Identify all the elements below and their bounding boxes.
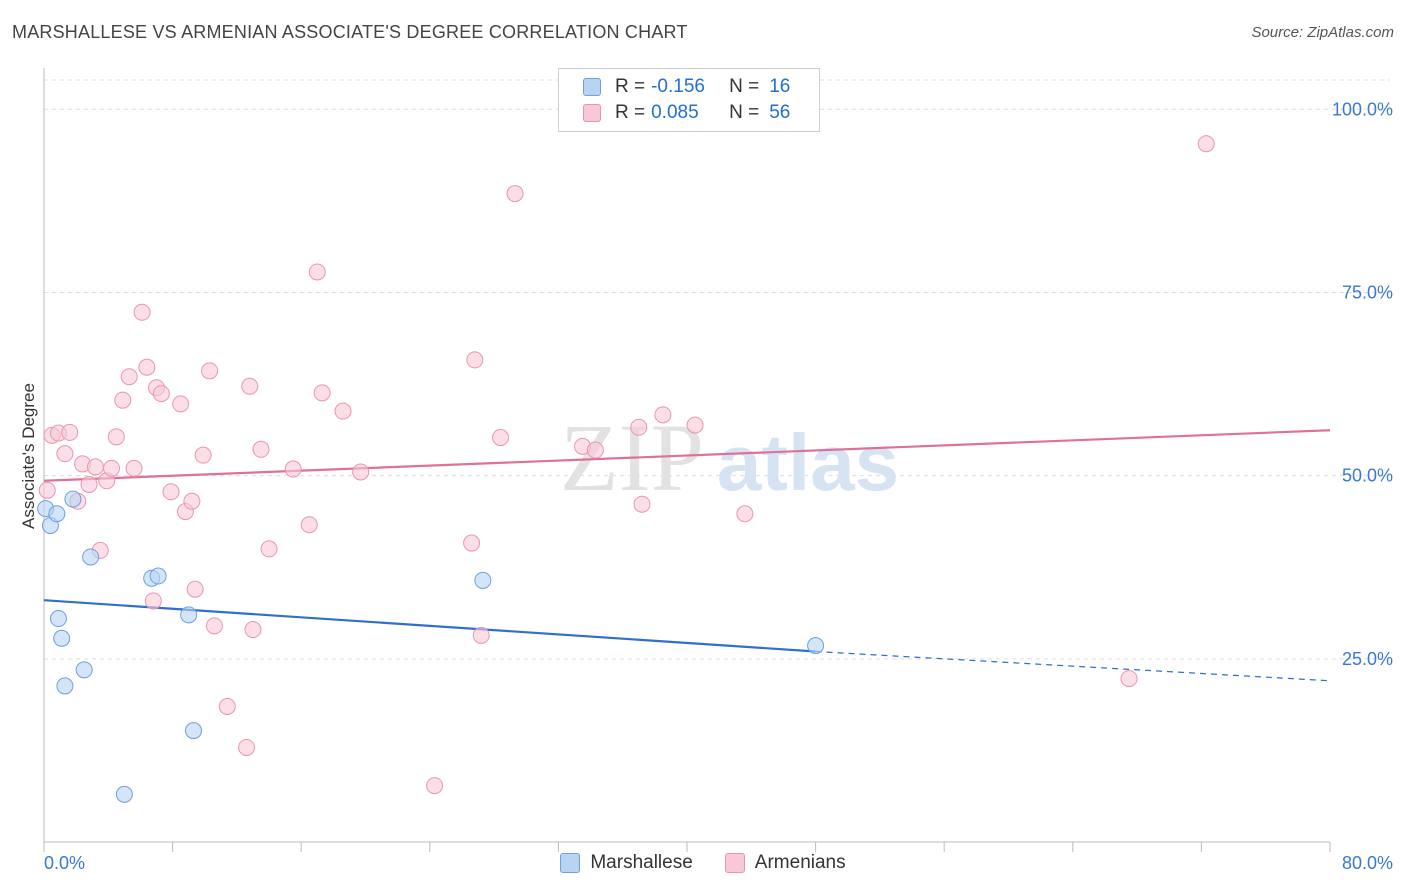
r-label: R =	[615, 76, 646, 97]
x-tick-label: 0.0%	[44, 853, 85, 873]
n-value: 56	[769, 102, 791, 123]
armenian-point	[284, 460, 302, 478]
marshallese-point	[115, 785, 133, 803]
armenian-point	[472, 626, 490, 644]
armenian-point	[186, 580, 204, 598]
armenian-point	[56, 445, 74, 463]
armenian-point	[654, 406, 672, 424]
y-tick-label: 75.0%	[1342, 282, 1393, 302]
armenian-point	[172, 395, 190, 413]
armenian-point	[630, 418, 648, 436]
y-axis-title: Associate's Degree	[19, 383, 38, 529]
armenian-point	[308, 263, 326, 281]
marshallese-point	[807, 637, 825, 655]
armenian-point	[1197, 135, 1215, 153]
armenian-swatch	[724, 853, 745, 873]
y-tick-label: 100.0%	[1332, 99, 1393, 119]
watermark-atlas: atlas	[717, 418, 899, 507]
armenian-trend-line	[43, 429, 1331, 482]
armenian-point	[133, 303, 151, 321]
marshallese-swatch	[583, 78, 601, 96]
armenian-point	[144, 592, 162, 610]
marshallese-swatch	[560, 853, 581, 873]
armenian-point	[238, 738, 256, 756]
legend-item-armenians[interactable]: Armenians	[724, 852, 846, 874]
armenian-point	[162, 483, 180, 501]
axes	[43, 68, 1331, 852]
grid-lines	[44, 79, 1390, 660]
armenian-point	[686, 416, 704, 434]
marshallese-point	[82, 548, 100, 566]
armenian-point	[260, 540, 278, 558]
armenian-point	[313, 384, 331, 402]
armenian-point	[61, 423, 79, 441]
trend-lines	[43, 429, 1331, 682]
legend-label: Armenians	[754, 852, 846, 873]
armenian-point	[120, 368, 138, 386]
armenian-point	[633, 495, 651, 513]
armenian-point	[218, 697, 236, 715]
n-label: N =	[729, 102, 760, 123]
n-value: 16	[769, 76, 791, 97]
armenian-point	[138, 358, 156, 376]
source-label: Source: ZipAtlas.com	[1251, 24, 1394, 41]
armenian-point	[183, 492, 201, 510]
axis-labels: 25.0% 50.0% 75.0% 100.0% 0.0% 80.0% Associate'…	[19, 99, 1393, 873]
legend-row-armenians: R = 0.085 N = 56	[583, 101, 790, 125]
armenian-point	[103, 459, 121, 477]
marshallese-point	[184, 722, 202, 740]
marshallese-point	[180, 606, 198, 624]
armenian-point	[736, 505, 754, 523]
r-label: R =	[615, 102, 646, 123]
series-legend: Marshallese Armenians	[0, 852, 1406, 874]
marshallese-point	[149, 567, 167, 585]
armenian-point	[241, 377, 259, 395]
armenian-point	[466, 351, 484, 369]
marshallese-trend-line	[43, 599, 816, 653]
chart-title: MARSHALLESE VS ARMENIAN ASSOCIATE'S DEGR…	[12, 22, 688, 42]
armenian-point	[80, 475, 98, 493]
stats-legend: R = -0.156 N = 16 R = 0.085 N = 56	[558, 68, 820, 132]
marshallese-point	[474, 571, 492, 589]
data-points	[37, 135, 1215, 803]
armenian-point	[506, 185, 524, 203]
armenian-point	[205, 617, 223, 635]
armenian-point	[114, 391, 132, 409]
marshallese-point	[75, 661, 93, 679]
armenian-point	[352, 463, 370, 481]
armenian-point	[252, 440, 270, 458]
n-label: N =	[729, 76, 760, 97]
armenian-point	[86, 458, 104, 476]
armenian-swatch	[583, 104, 601, 122]
armenian-point	[38, 481, 56, 499]
r-value: -0.156	[651, 76, 705, 97]
armenian-point	[463, 534, 481, 552]
legend-label: Marshallese	[590, 852, 693, 873]
armenian-point	[1120, 670, 1138, 688]
legend-row-marshallese: R = -0.156 N = 16	[583, 75, 790, 99]
armenian-point	[334, 402, 352, 420]
legend-item-marshallese[interactable]: Marshallese	[560, 852, 693, 874]
armenian-point	[492, 429, 510, 447]
armenian-point	[426, 777, 444, 795]
r-value: 0.085	[651, 102, 699, 123]
marshallese-point	[48, 505, 66, 523]
marshallese-point	[64, 490, 82, 508]
armenian-point	[152, 385, 170, 403]
armenian-point	[586, 441, 604, 459]
armenian-point	[244, 621, 262, 639]
armenian-point	[125, 459, 143, 477]
x-tick-label: 80.0%	[1342, 853, 1393, 873]
armenian-point	[194, 446, 212, 464]
marshallese-point	[56, 677, 74, 695]
marshallese-trend-extension	[815, 650, 1331, 682]
armenian-point	[201, 362, 219, 380]
y-tick-label: 25.0%	[1342, 649, 1393, 669]
y-tick-label: 50.0%	[1342, 466, 1393, 486]
marshallese-point	[49, 610, 67, 628]
armenian-point	[300, 516, 318, 534]
armenian-point	[107, 428, 125, 446]
marshallese-point	[53, 629, 71, 647]
